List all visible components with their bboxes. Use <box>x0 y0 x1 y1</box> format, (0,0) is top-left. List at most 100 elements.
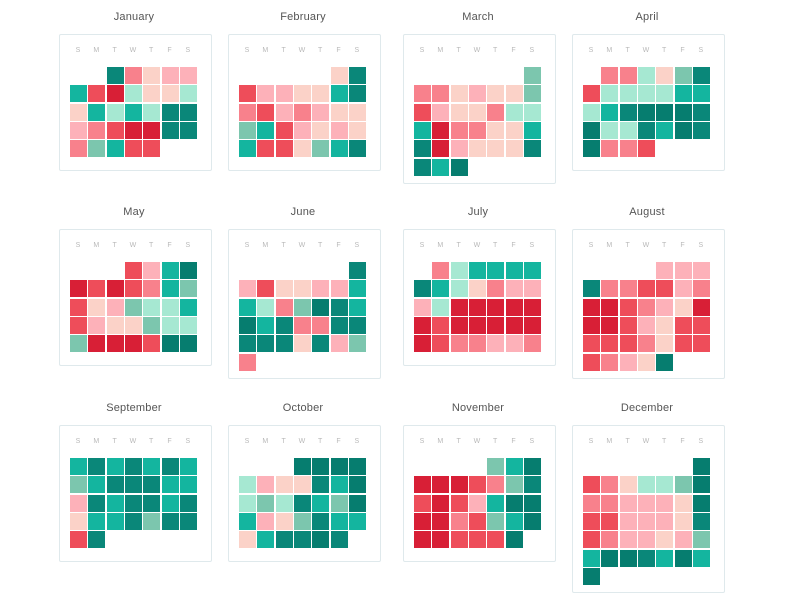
day-cell <box>312 121 330 139</box>
day-cell <box>523 262 541 279</box>
day-cell <box>330 512 348 530</box>
day-cell <box>450 476 468 494</box>
day-cell <box>70 458 87 475</box>
day-cell <box>257 103 275 121</box>
day-cell <box>583 549 600 567</box>
day-cell <box>70 121 87 139</box>
day-cell <box>523 458 541 475</box>
day-cell <box>601 316 619 334</box>
day-cell <box>450 140 468 158</box>
day-cell <box>656 298 674 316</box>
day-cell <box>487 458 505 475</box>
day-cell <box>330 476 348 494</box>
weekday-label: T <box>318 242 323 249</box>
day-cell <box>179 67 197 84</box>
day-cell <box>257 298 275 316</box>
day-cell <box>414 335 431 353</box>
day-cell <box>674 494 692 512</box>
day-cell <box>619 298 637 316</box>
day-cell <box>293 531 311 549</box>
day-cell <box>88 512 106 530</box>
weekday-label: T <box>625 438 630 445</box>
day-cell <box>601 494 619 512</box>
day-cell <box>161 85 179 103</box>
day-cell <box>88 531 106 549</box>
day-cell <box>275 85 293 103</box>
day-cell <box>179 335 197 353</box>
day-cell <box>487 262 505 279</box>
day-cell <box>487 531 505 549</box>
day-cell <box>275 316 293 334</box>
day-cell <box>432 158 450 176</box>
day-cell <box>468 494 486 512</box>
weekday-label: F <box>336 438 341 445</box>
weekday-label: M <box>93 242 100 249</box>
day-cell <box>468 531 486 549</box>
day-cell <box>88 335 106 353</box>
day-cell <box>179 121 197 139</box>
weekday-label: T <box>318 438 323 445</box>
day-cell <box>161 494 179 512</box>
day-cell <box>619 335 637 353</box>
day-cell <box>161 512 179 530</box>
day-cell <box>583 335 600 353</box>
day-cell <box>656 494 674 512</box>
day-cell <box>619 512 637 530</box>
day-cell <box>239 476 256 494</box>
day-cell <box>239 298 256 316</box>
day-cell <box>692 121 710 139</box>
day-cell <box>143 262 161 279</box>
weekday-label: T <box>112 438 117 445</box>
day-cell <box>330 335 348 353</box>
day-cell <box>312 298 330 316</box>
day-cell <box>179 512 197 530</box>
day-cell <box>468 262 486 279</box>
weekday-label: S <box>698 47 704 54</box>
weekday-label: S <box>529 438 535 445</box>
day-cell <box>124 140 142 158</box>
day-cell <box>348 67 366 84</box>
day-cell <box>656 316 674 334</box>
day-cell <box>312 458 330 475</box>
day-cell <box>143 335 161 353</box>
weekday-label: W <box>298 242 306 249</box>
weekday-label: S <box>185 47 191 54</box>
day-cell <box>583 280 600 298</box>
day-cell <box>601 549 619 567</box>
day-cell <box>674 531 692 549</box>
day-cell <box>619 140 637 158</box>
weekday-label: F <box>511 438 516 445</box>
day-cell <box>293 476 311 494</box>
weekday-label: S <box>419 438 425 445</box>
weekday-label: S <box>588 242 594 249</box>
day-cell <box>143 67 161 84</box>
day-cell <box>505 298 523 316</box>
day-cell <box>637 280 655 298</box>
day-cell <box>414 158 431 176</box>
day-cell <box>505 494 523 512</box>
day-cell <box>468 335 486 353</box>
day-cell <box>523 494 541 512</box>
day-cell <box>601 67 619 84</box>
weekday-label: M <box>93 438 100 445</box>
weekday-label: F <box>167 242 172 249</box>
day-cell <box>656 67 674 84</box>
day-cell <box>106 476 124 494</box>
day-cell <box>450 335 468 353</box>
day-cell <box>505 280 523 298</box>
day-cell <box>330 458 348 475</box>
day-cell <box>161 316 179 334</box>
day-cell <box>239 335 256 353</box>
day-cell <box>674 335 692 353</box>
day-cell <box>583 531 600 549</box>
day-cell <box>275 335 293 353</box>
day-cell <box>674 67 692 84</box>
day-cell <box>106 298 124 316</box>
weekday-label: M <box>437 242 444 249</box>
day-cell <box>487 494 505 512</box>
day-cell <box>348 494 366 512</box>
day-cell <box>330 494 348 512</box>
